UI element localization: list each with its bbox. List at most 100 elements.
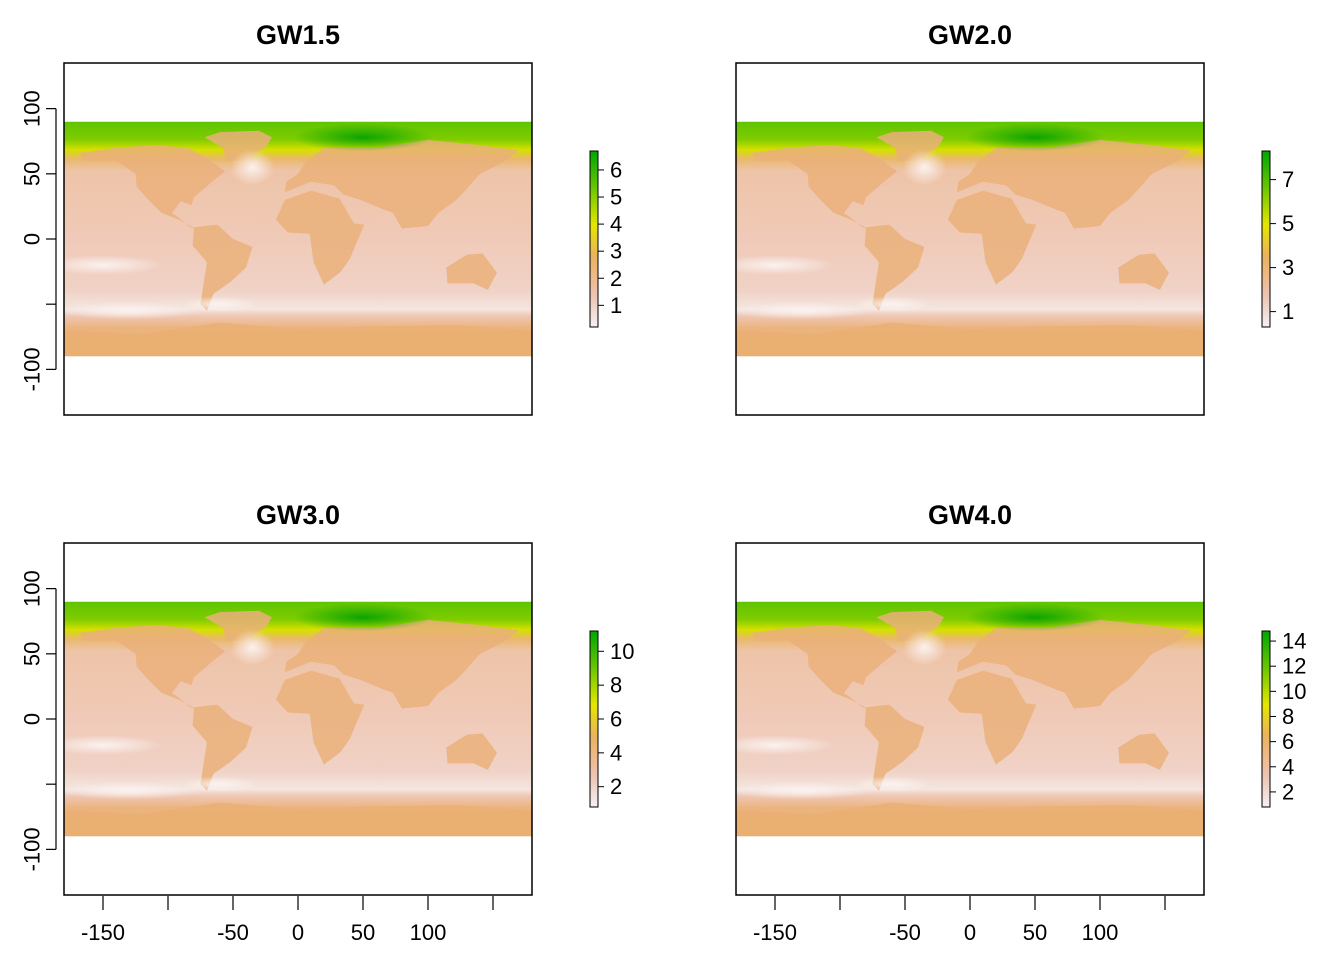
- north-atlantic-cool-spot: [902, 149, 947, 186]
- landmass-eurasia: [285, 139, 519, 229]
- raster-field: [736, 121, 1204, 357]
- legend-tick-label: 2: [610, 266, 622, 291]
- panel-title: GW4.0: [928, 500, 1012, 530]
- x-tick-label: -50: [217, 920, 249, 945]
- ocean-pale-band: [736, 301, 871, 320]
- arctic-hotspot: [965, 603, 1105, 632]
- legend-tick-label: 5: [610, 185, 622, 210]
- legend-tick-label: 8: [1282, 704, 1294, 729]
- panel-3: GW3.0 100 50 0 -100 -150 -50 0 50 100 2 4 6 8 10: [20, 500, 635, 945]
- landmass-africa: [275, 190, 365, 285]
- landmass-samerica: [864, 704, 925, 791]
- landmass-antarctica: [64, 322, 532, 357]
- ocean-pale-band: [736, 735, 835, 756]
- plot-frame: [63, 542, 533, 896]
- y-tick-label: 50: [20, 642, 45, 666]
- ocean-pale-band: [64, 301, 199, 320]
- ocean-pale-band: [180, 776, 260, 793]
- legend-colorbar: [1261, 630, 1271, 808]
- landmass-australia: [446, 253, 497, 290]
- y-tick-label: 0: [20, 713, 45, 725]
- legend-colorbar: [1261, 150, 1271, 328]
- landmass-namerica: [751, 145, 898, 229]
- landmass-namerica: [79, 625, 226, 709]
- legend-tick-label: 10: [610, 639, 634, 664]
- ocean-pale-band: [736, 255, 835, 276]
- ocean-pale-band: [64, 781, 199, 800]
- raster-field: [64, 121, 532, 357]
- ocean-pale-band: [180, 296, 260, 313]
- plot-frame: [63, 62, 533, 416]
- legend-tick-label: 2: [1282, 779, 1294, 804]
- legend-tick-label: 12: [1282, 654, 1306, 679]
- landmass-eurasia: [957, 619, 1191, 709]
- landmass-australia: [1118, 733, 1169, 770]
- x-tick-label: 50: [351, 920, 375, 945]
- y-tick-label: 0: [20, 233, 45, 245]
- x-tick-label: 50: [1023, 920, 1047, 945]
- landmass-africa: [947, 190, 1037, 285]
- y-tick-label: 100: [20, 570, 45, 607]
- landmass-eurasia: [957, 139, 1191, 229]
- panel-title: GW1.5: [256, 20, 340, 50]
- raster-field: [64, 601, 532, 837]
- x-tick-label: -150: [753, 920, 797, 945]
- landmass-samerica: [192, 224, 253, 311]
- x-tick-label: -50: [889, 920, 921, 945]
- y-tick-label: -100: [20, 347, 45, 391]
- x-tick-label: -150: [81, 920, 125, 945]
- landmass-samerica: [864, 224, 925, 311]
- legend-tick-label: 4: [610, 740, 622, 765]
- arctic-hotspot: [965, 123, 1105, 152]
- legend-tick-label: 2: [610, 774, 622, 799]
- x-tick-label: 0: [292, 920, 304, 945]
- legend-tick-label: 1: [610, 293, 622, 318]
- landmass-antarctica: [64, 802, 532, 837]
- plot-frame: [735, 542, 1205, 896]
- ocean-pale-band: [852, 296, 932, 313]
- legend-tick-label: 6: [610, 707, 622, 732]
- legend-tick-label: 4: [1282, 754, 1294, 779]
- arctic-hotspot: [293, 123, 433, 152]
- x-tick-label: 100: [410, 920, 447, 945]
- panel-title: GW2.0: [928, 20, 1012, 50]
- landmass-africa: [275, 670, 365, 765]
- legend-tick-label: 7: [1282, 167, 1294, 192]
- landmass-africa: [947, 670, 1037, 765]
- panel-title: GW3.0: [256, 500, 340, 530]
- north-atlantic-cool-spot: [230, 149, 275, 186]
- legend-tick-label: 1: [1282, 299, 1294, 324]
- ocean-pale-band: [64, 735, 163, 756]
- ocean-pale-band: [852, 776, 932, 793]
- x-tick-label: 0: [964, 920, 976, 945]
- landmass-namerica: [751, 625, 898, 709]
- y-tick-label: 50: [20, 162, 45, 186]
- plot-frame: [735, 62, 1205, 416]
- y-tick-label: 100: [20, 90, 45, 127]
- y-tick-label: -100: [20, 827, 45, 871]
- north-atlantic-cool-spot: [902, 629, 947, 666]
- landmass-antarctica: [736, 802, 1204, 837]
- legend-colorbar: [589, 150, 599, 328]
- legend-tick-label: 6: [1282, 729, 1294, 754]
- landmass-samerica: [192, 704, 253, 791]
- panel-2: GW2.0 1 3 5 7: [735, 20, 1294, 416]
- x-tick-label: 100: [1082, 920, 1119, 945]
- legend-tick-label: 10: [1282, 679, 1306, 704]
- ocean-pale-band: [736, 781, 871, 800]
- landmass-eurasia: [285, 619, 519, 709]
- landmass-namerica: [79, 145, 226, 229]
- legend-tick-label: 14: [1282, 629, 1306, 654]
- landmass-australia: [446, 733, 497, 770]
- legend-tick-label: 8: [610, 673, 622, 698]
- legend-colorbar: [589, 630, 599, 808]
- raster-field: [736, 601, 1204, 837]
- legend-tick-label: 3: [1282, 255, 1294, 280]
- north-atlantic-cool-spot: [230, 629, 275, 666]
- ocean-pale-band: [64, 255, 163, 276]
- landmass-antarctica: [736, 322, 1204, 357]
- legend-tick-label: 6: [610, 157, 622, 182]
